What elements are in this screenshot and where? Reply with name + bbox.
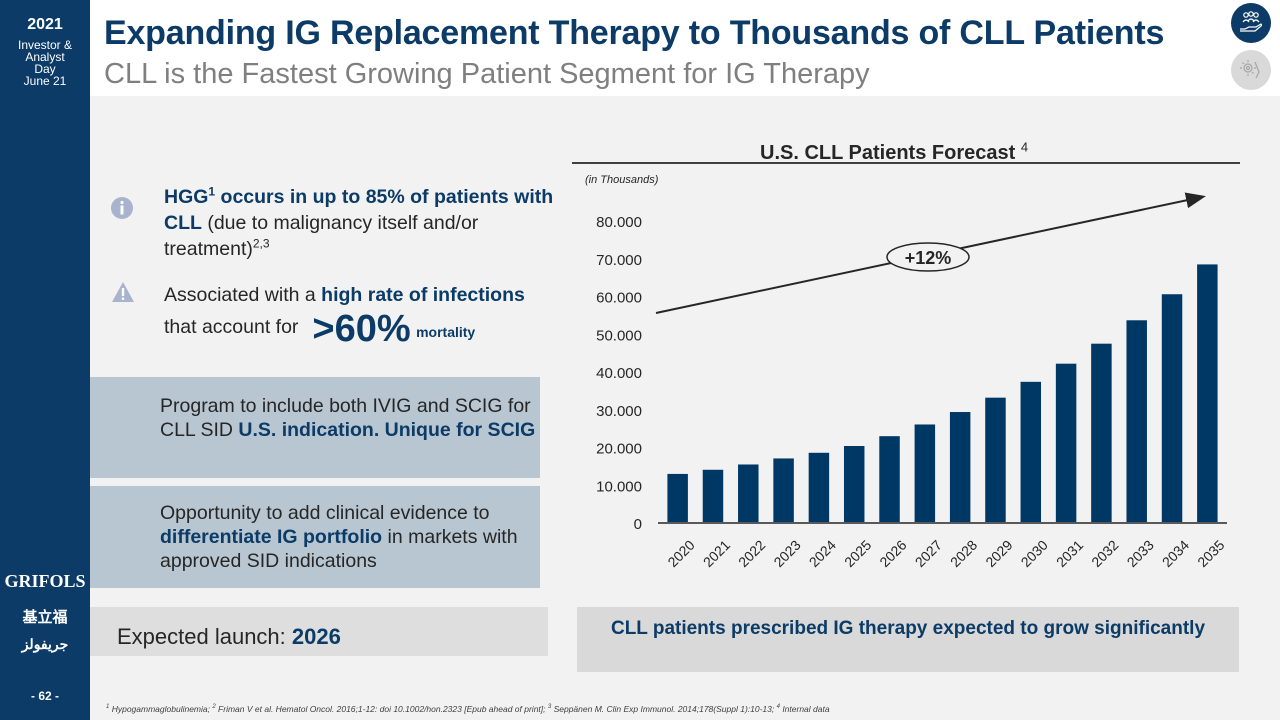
x-tick-label: 2021 — [700, 537, 733, 570]
bar-2030 — [1020, 381, 1042, 523]
event-line: Investor & — [17, 38, 73, 52]
brand-logo: GRIFOLS — [4, 571, 86, 591]
mortality-label: mortality — [416, 324, 476, 340]
footnote-text: Internal data — [779, 704, 830, 714]
superscript: 3 — [547, 704, 552, 711]
bullet-infections: Associated with a high rate of infection… — [164, 282, 574, 348]
panel-program: Program to include both IVIG and SCIG fo… — [90, 377, 540, 478]
body-text: in markets with approved SID indications — [160, 526, 518, 572]
x-tick-label: 2030 — [1018, 537, 1051, 570]
y-tick-label: 70.000 — [596, 252, 642, 269]
footnote-text: Hypogammaglobulinemia; — [109, 704, 213, 714]
bar-2025 — [843, 445, 865, 523]
superscript: 4 — [1020, 139, 1029, 155]
bar-chart: 0 10.000 20.000 30.000 40.000 50.000 60.000 70.… — [596, 192, 1228, 570]
x-tick-label: 2035 — [1194, 537, 1227, 570]
page-subtitle: CLL is the Fastest Growing Patient Segme… — [104, 58, 870, 90]
page-number: - 62 - — [30, 689, 59, 703]
bar-2028 — [949, 412, 971, 523]
event-line: June 21 — [23, 74, 67, 88]
body-text: Associated with a — [164, 284, 322, 306]
bar-2027 — [914, 424, 936, 523]
bar-2022 — [738, 464, 759, 523]
y-tick-label: 80.000 — [596, 214, 642, 231]
chart-title: U.S. CLL Patients Forecast 4 — [760, 139, 1029, 165]
body-text: Opportunity to add clinical evidence to — [160, 502, 490, 524]
header: Expanding IG Replacement Therapy to Thou… — [90, 0, 1280, 96]
x-tick-label: 2034 — [1159, 537, 1192, 570]
body-text: Program to include both IVIG and SCIG fo… — [160, 395, 531, 441]
x-tick-label: 2020 — [664, 537, 697, 570]
chart-title-rule — [572, 162, 1240, 164]
bar-2023 — [773, 458, 794, 523]
chart-title-text: U.S. CLL Patients Forecast — [760, 142, 1016, 164]
panel-opportunity: Opportunity to add clinical evidence to … — [90, 486, 540, 588]
x-tick-label: 2024 — [806, 537, 839, 570]
bullet-hgg: HGG1 occurs in up to 85% of patients wit… — [164, 184, 564, 262]
bar-2020 — [667, 473, 688, 523]
x-tick-label: 2025 — [841, 537, 874, 570]
x-tick-label: 2026 — [876, 537, 909, 570]
bar-2029 — [985, 397, 1006, 523]
y-tick-label: 40.000 — [596, 365, 642, 382]
event-line: Day — [34, 62, 56, 76]
bar-2021 — [702, 469, 724, 523]
growth-annotation-label: +12% — [905, 248, 952, 268]
bar-2024 — [808, 452, 830, 523]
launch-label: Expected launch: — [117, 624, 292, 649]
bar-2034 — [1161, 294, 1183, 523]
superscript: 1 — [106, 704, 110, 711]
warning-icon — [111, 281, 135, 308]
superscript: 4 — [776, 704, 780, 711]
bar-2032 — [1091, 343, 1112, 523]
bold-text: U.S. indication. Unique for SCIG — [238, 419, 536, 441]
event-line: Analyst — [25, 50, 65, 64]
x-tick-label: 2031 — [1053, 537, 1086, 570]
x-tick-label: 2027 — [912, 537, 945, 570]
bold-text: high rate of infections — [321, 284, 525, 306]
superscript: 2 — [212, 704, 216, 711]
callout-box: CLL patients prescribed IG therapy expec… — [577, 607, 1239, 672]
y-tick-label: 10.000 — [596, 478, 642, 495]
info-icon — [110, 196, 134, 225]
launch-year: 2026 — [291, 624, 341, 649]
body-text: that account for — [164, 316, 299, 338]
x-tick-label: 2023 — [770, 537, 803, 570]
brand-chinese: 基立福 — [22, 609, 68, 626]
y-tick-label: 0 — [634, 516, 642, 533]
superscript: 2,3 — [252, 236, 270, 251]
y-tick-label: 30.000 — [596, 403, 642, 420]
bar-2035 — [1197, 264, 1218, 523]
bar-2031 — [1055, 363, 1077, 523]
expected-launch: Expected launch: 2026 — [90, 607, 548, 656]
people-hand-icon — [1231, 3, 1271, 43]
body-text: (due to malignancy itself and/or treatme… — [164, 212, 479, 260]
y-tick-label: 50.000 — [596, 327, 642, 344]
page-title: Expanding IG Replacement Therapy to Thou… — [104, 14, 1165, 52]
chart-unit-label: (in Thousands) — [585, 174, 659, 186]
bold-text: differentiate IG portfolio — [160, 526, 383, 548]
bold-text: occurs in up to 85% of patients with CLL — [164, 186, 554, 234]
mortality-stat: >60% — [312, 308, 411, 350]
growth-annotation-ellipse — [886, 242, 970, 272]
event-name: Investor & Analyst Day June 21 — [0, 39, 90, 87]
x-tick-label: 2032 — [1088, 537, 1121, 570]
y-tick-label: 20.000 — [596, 441, 642, 458]
bar-2033 — [1126, 320, 1147, 523]
x-tick-label: 2033 — [1124, 537, 1157, 570]
bar-2026 — [879, 436, 900, 523]
y-tick-label: 60.000 — [596, 290, 642, 307]
x-tick-label: 2028 — [947, 537, 980, 570]
sidebar: 2021 Investor & Analyst Day June 21 GRIF… — [0, 0, 90, 720]
gear-hand-icon — [1231, 50, 1271, 90]
footnote: 1 Hypogammaglobulinemia; 2 Friman V et a… — [106, 704, 830, 714]
superscript: 1 — [208, 184, 216, 199]
bold-text: HGG — [164, 186, 209, 208]
footnote-text: Friman V et al. Hematol Oncol. 2016;1-12… — [215, 704, 548, 714]
brand-arabic: جريفولز — [21, 636, 69, 652]
footnote-text: Seppänen M. Clin Exp Immunol. 2014;178(S… — [551, 704, 777, 714]
event-year: 2021 — [27, 16, 63, 33]
x-tick-label: 2022 — [735, 537, 768, 570]
x-tick-label: 2029 — [982, 537, 1015, 570]
